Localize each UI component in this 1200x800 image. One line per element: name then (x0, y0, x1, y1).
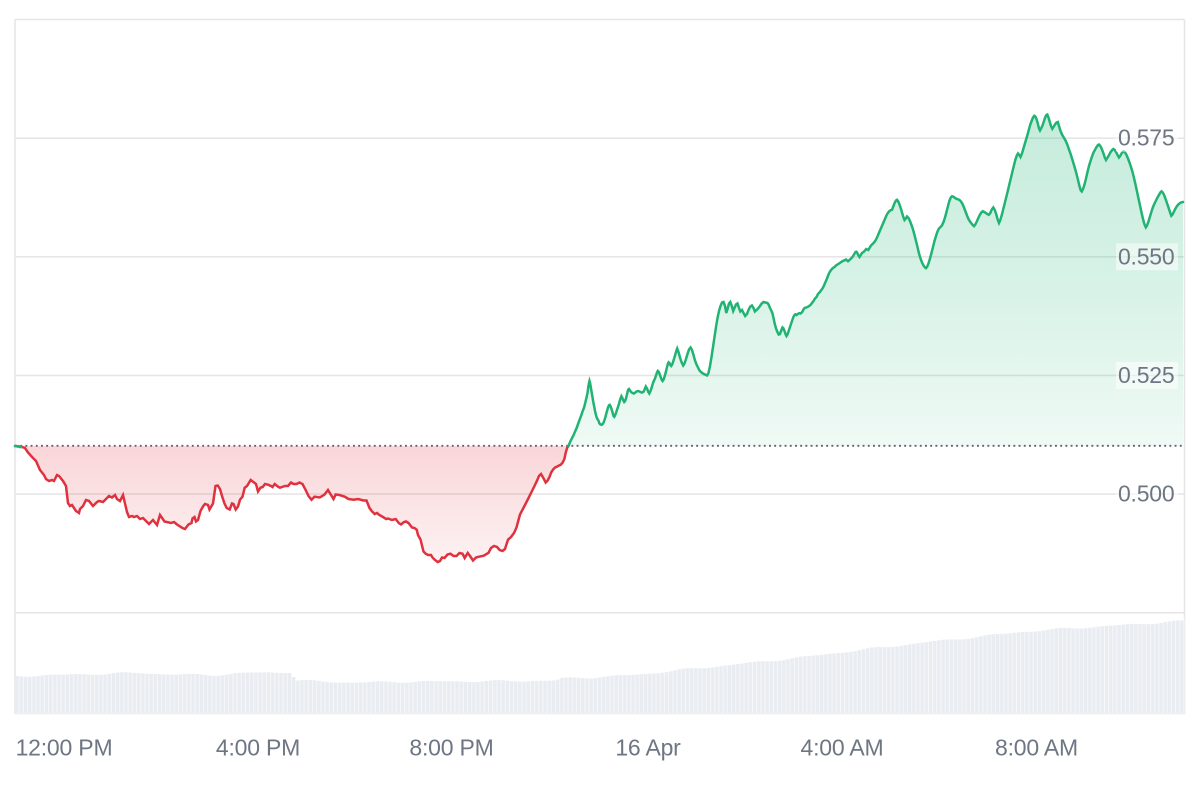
svg-text:8:00 PM: 8:00 PM (409, 735, 493, 761)
svg-text:12:00 PM: 12:00 PM (16, 735, 113, 761)
svg-text:0.525: 0.525 (1118, 362, 1175, 388)
svg-text:4:00 AM: 4:00 AM (801, 735, 884, 761)
svg-text:8:00 AM: 8:00 AM (995, 735, 1078, 761)
svg-text:0.550: 0.550 (1118, 243, 1175, 269)
svg-text:0.500: 0.500 (1118, 481, 1175, 507)
svg-text:0.575: 0.575 (1118, 125, 1175, 151)
svg-text:16 Apr: 16 Apr (615, 735, 681, 761)
svg-text:4:00 PM: 4:00 PM (216, 735, 300, 761)
